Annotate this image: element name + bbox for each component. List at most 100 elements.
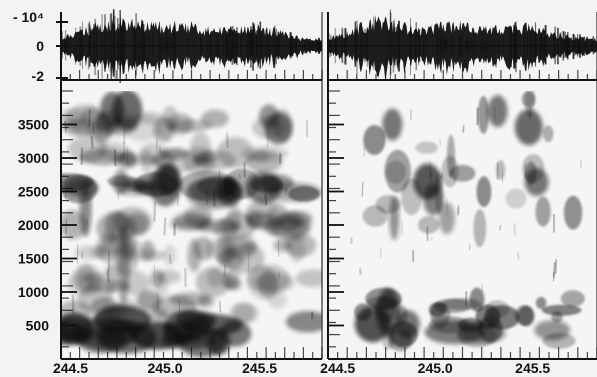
spectrogram-streak <box>439 138 442 147</box>
spectrogram-blob <box>354 303 372 321</box>
spectrogram-streak <box>224 176 227 189</box>
spectrogram-ytick-label-1: 3000 <box>18 150 49 166</box>
spectrogram-blob <box>438 202 455 235</box>
spectrogram-blob <box>505 188 527 209</box>
spectrogram-blob <box>375 195 401 214</box>
spectrogram-streak <box>113 149 117 167</box>
spectrogram-blob <box>496 160 506 180</box>
spectrogram-blob <box>285 311 322 333</box>
spectrogram-left <box>61 91 322 359</box>
spectrogram-ytick-label-0: 3500 <box>18 117 49 133</box>
spectrogram-ytick-label-6: 500 <box>26 318 50 334</box>
spectrogram-blob <box>97 322 157 354</box>
spectrogram-streak <box>218 300 222 313</box>
x-tick-label-0-1: 245.0 <box>147 360 182 376</box>
spectrogram-streak <box>440 173 443 179</box>
spectrogram-streak <box>305 120 309 138</box>
spectrogram-blob <box>117 225 130 306</box>
spectrogram-blob <box>418 216 440 234</box>
spectrogram-blob <box>215 235 234 267</box>
spectrogram-blob <box>521 91 536 108</box>
spectrogram-streak <box>106 270 110 283</box>
axes-right <box>327 12 597 360</box>
spectrogram-blob <box>535 296 547 309</box>
spectrogram-blob <box>477 95 490 134</box>
spectrogram-blob <box>563 195 583 230</box>
spectrogram-blob <box>542 333 576 349</box>
spectrogram-ytick-label-5: 1000 <box>18 284 49 300</box>
x-tick-label-0-2: 245.5 <box>242 360 277 376</box>
spectrogram-streak <box>64 120 67 133</box>
waveform-ytick-label-2: -2 <box>32 68 45 84</box>
spectrogram-blob <box>113 169 129 195</box>
spectrogram-streak <box>239 173 241 179</box>
spectrogram-streak <box>266 129 270 149</box>
spectrogram-streak <box>112 227 114 236</box>
spectrogram-blob <box>90 246 109 259</box>
spectrogram-blob <box>156 163 181 196</box>
waveform-ytick-label-top: - 10⁴ <box>13 9 44 25</box>
spectrogram-streak <box>153 263 156 284</box>
spectrogram-blob <box>264 112 293 145</box>
x-tick-label-1-1: 245.0 <box>418 360 453 376</box>
spectrogram-streak <box>218 170 221 190</box>
spectrogram-blob <box>518 305 535 327</box>
spectrogram-blob <box>374 296 396 323</box>
spectrogram-streak <box>163 217 167 236</box>
spectrogram-streak <box>168 254 172 264</box>
waveform-right <box>328 9 597 81</box>
spectrogram-blob <box>401 178 422 216</box>
axes-left <box>56 12 323 360</box>
spectrogram-streak <box>453 163 456 183</box>
spectrogram-streak <box>553 262 556 278</box>
spectrogram-streak <box>88 109 91 127</box>
spectrogram-blob <box>541 304 582 316</box>
spectrogram-ytick-label-2: 2500 <box>18 184 49 200</box>
spectrogram-streak <box>71 294 75 315</box>
spectrogram-blob <box>207 328 231 355</box>
spectrogram-blob <box>535 196 551 227</box>
spectrogram-blob <box>135 111 163 125</box>
spectrogram-streak <box>263 176 266 183</box>
x-tick-label-0-0: 244.5 <box>53 360 88 376</box>
spectrogram-blob <box>245 171 282 204</box>
spectrogram-right <box>328 91 597 359</box>
spectrogram-blob <box>543 125 554 143</box>
spectrogram-blob <box>560 290 585 307</box>
spectrogram-blob <box>449 164 476 182</box>
spectrogram-blob <box>522 154 545 183</box>
spectrogram-blob <box>207 267 224 288</box>
spectrogram-blob <box>112 91 143 130</box>
spectrogram-streak <box>176 191 179 206</box>
spectrogram-blob <box>389 321 418 348</box>
spectrogram-streak <box>462 124 465 133</box>
spectrogram-streak <box>362 146 366 157</box>
spectrogram-streak <box>361 181 364 197</box>
spectrogram-blob <box>396 305 408 324</box>
spectrogram-blob <box>434 172 444 214</box>
spectrogram-blob <box>271 211 312 240</box>
spectrogram-blob <box>251 150 269 163</box>
spectrogram-blob <box>415 141 439 154</box>
spectrogram-streak <box>469 243 471 250</box>
spectrogram-streak <box>401 221 404 236</box>
spectrogram-ytick-label-3: 2000 <box>18 217 49 233</box>
spectrogram-blob <box>473 209 487 248</box>
spectrogram-streak <box>359 268 362 275</box>
spectrogram-blob <box>382 108 403 141</box>
spectrogram-blob <box>61 326 93 346</box>
spectrogram-blob <box>201 109 229 128</box>
spectrogram-streak <box>81 252 83 259</box>
panel-right <box>327 9 597 360</box>
spectrogram-blob <box>363 125 386 155</box>
spectrogram-blob <box>288 235 306 263</box>
spectrogram-streak <box>264 194 268 206</box>
spectrogram-streak <box>429 172 432 181</box>
spectrogram-streak <box>225 132 229 149</box>
spectrogram-streak <box>90 135 94 149</box>
spectrogram-blob <box>446 134 456 178</box>
spectrogram-blob <box>68 136 108 163</box>
spectrogram-blob <box>295 269 322 288</box>
spectrogram-blob <box>155 115 174 140</box>
spectrogram-blob <box>433 298 472 314</box>
